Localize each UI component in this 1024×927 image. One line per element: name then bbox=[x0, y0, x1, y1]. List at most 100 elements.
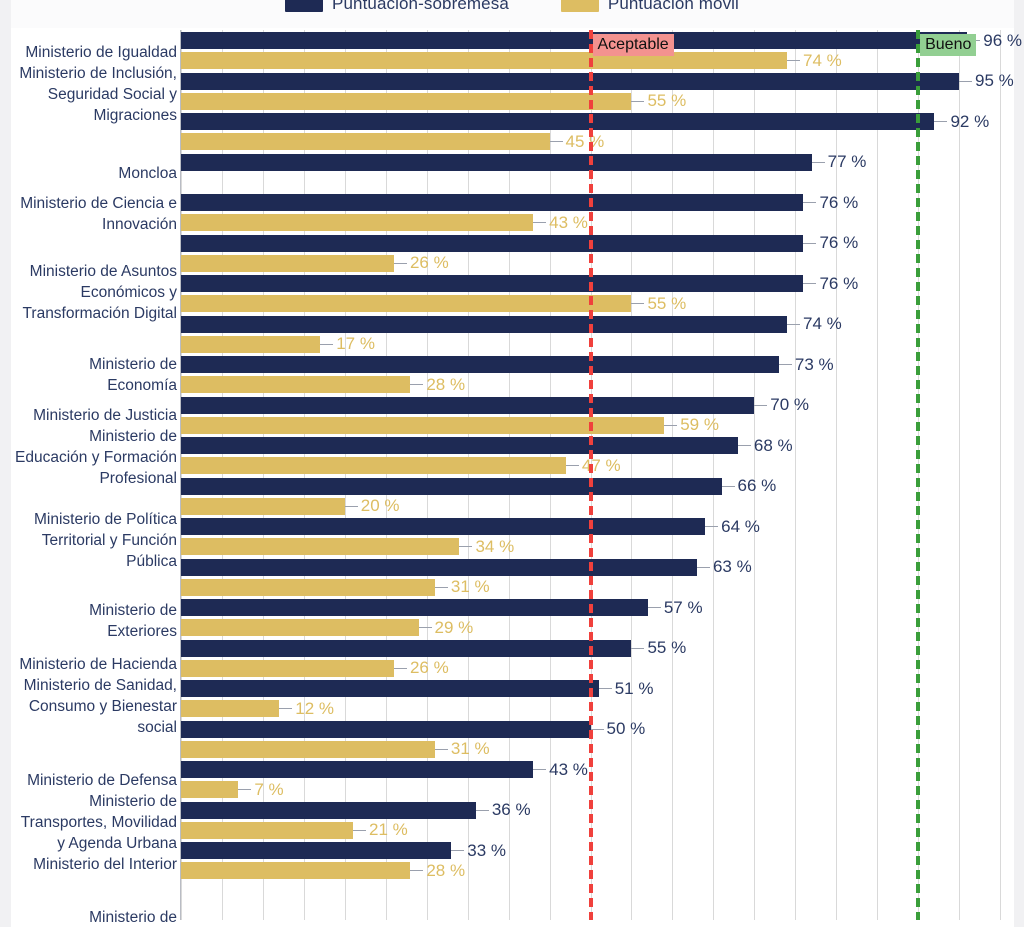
bar-mobile[interactable] bbox=[181, 497, 345, 515]
bar-desktop[interactable] bbox=[181, 720, 591, 738]
bar-mobile[interactable] bbox=[181, 538, 460, 555]
value-label-mobile: 55 % bbox=[631, 91, 687, 110]
category-label-line: Ministerio de Ciencia e bbox=[20, 195, 177, 212]
bar-desktop[interactable] bbox=[181, 842, 452, 859]
category-label-line: y Agenda Urbana bbox=[57, 835, 177, 852]
leader-line bbox=[811, 161, 825, 163]
leader-line bbox=[647, 607, 661, 608]
threshold-dashes bbox=[588, 30, 593, 920]
bar-desktop[interactable] bbox=[181, 761, 534, 778]
category-label-line: Ministerio de bbox=[89, 793, 177, 810]
value-text: 74 % bbox=[803, 314, 842, 333]
category-label-line: Ministerio de Asuntos bbox=[29, 263, 177, 280]
bar-mobile[interactable] bbox=[181, 740, 435, 758]
category-label-line: social bbox=[137, 719, 177, 736]
bar-desktop[interactable] bbox=[181, 113, 935, 130]
page-edge-left bbox=[0, 0, 11, 927]
bar-desktop[interactable] bbox=[181, 356, 779, 373]
bar-mobile[interactable] bbox=[181, 862, 411, 879]
bar-desktop[interactable] bbox=[181, 599, 648, 616]
value-text: 7 % bbox=[254, 779, 284, 799]
bar-desktop[interactable] bbox=[181, 477, 722, 495]
value-label-desktop: 63 % bbox=[696, 557, 752, 576]
category-label-line: Territorial y Función bbox=[41, 532, 177, 549]
legend-item-desktop[interactable]: Puntuación-sobremesa bbox=[285, 0, 509, 14]
leader-line bbox=[803, 242, 817, 244]
bar-mobile[interactable] bbox=[181, 700, 280, 717]
leader-line bbox=[696, 566, 710, 568]
value-text: 31 % bbox=[450, 739, 490, 758]
gridline bbox=[221, 30, 223, 920]
value-text: 57 % bbox=[663, 597, 703, 617]
category-label-line: Ministerio de Sanidad, bbox=[23, 677, 177, 694]
bar-mobile[interactable] bbox=[181, 254, 394, 272]
bar-mobile[interactable] bbox=[181, 416, 665, 434]
value-label-mobile: 20 % bbox=[344, 496, 400, 515]
bar-desktop[interactable] bbox=[181, 72, 960, 90]
bar-mobile[interactable] bbox=[181, 376, 411, 393]
bar-desktop[interactable] bbox=[181, 680, 599, 697]
value-text: 63 % bbox=[712, 557, 752, 576]
category-label-line: Seguridad Social y bbox=[47, 86, 177, 103]
category-label-line: Económicos y bbox=[80, 284, 177, 301]
category-label: Ministerio de Educación y Formación Profes… bbox=[0, 426, 177, 489]
bar-desktop[interactable] bbox=[181, 275, 804, 292]
bar-desktop[interactable] bbox=[181, 194, 804, 211]
bar-mobile[interactable] bbox=[181, 133, 550, 150]
gridline bbox=[959, 30, 961, 920]
leader-line bbox=[787, 323, 801, 325]
value-text: 28 % bbox=[426, 374, 466, 394]
gridline bbox=[262, 30, 264, 920]
value-label-mobile: 47 % bbox=[565, 456, 621, 475]
bar-desktop[interactable] bbox=[181, 315, 788, 333]
bar-mobile[interactable] bbox=[181, 821, 353, 839]
category-axis-labels: Ministerio de Igualdad Ministerio de Incl… bbox=[0, 30, 177, 926]
bar-mobile[interactable] bbox=[181, 457, 566, 474]
value-label-desktop: 50 % bbox=[590, 719, 645, 738]
bar-mobile[interactable] bbox=[181, 214, 534, 231]
value-label-desktop: 51 % bbox=[598, 679, 653, 698]
leader-line bbox=[410, 870, 424, 871]
gridline bbox=[836, 30, 838, 920]
category-label-line: Transformación Digital bbox=[22, 305, 177, 322]
category-label-line: Ministerio de Igualdad bbox=[25, 44, 177, 61]
bar-mobile[interactable] bbox=[181, 619, 419, 636]
leader-line bbox=[418, 627, 432, 628]
legend-item-mobile[interactable]: Puntuación móvil bbox=[560, 0, 739, 14]
bar-mobile[interactable] bbox=[181, 92, 632, 110]
value-label-desktop: 43 % bbox=[533, 760, 588, 779]
bar-mobile[interactable] bbox=[181, 659, 394, 677]
category-label-line: Ministerio de bbox=[89, 356, 177, 373]
bar-mobile[interactable] bbox=[181, 781, 239, 798]
value-text: 33 % bbox=[467, 840, 507, 860]
value-text: 20 % bbox=[360, 496, 400, 515]
value-text: 31 % bbox=[450, 577, 490, 596]
bar-desktop[interactable] bbox=[181, 558, 697, 576]
bar-desktop[interactable] bbox=[181, 32, 968, 49]
bar-desktop[interactable] bbox=[181, 639, 632, 657]
value-text: 45 % bbox=[565, 131, 605, 151]
category-label-line: Transportes, Movilidad bbox=[20, 814, 177, 831]
bar-desktop[interactable] bbox=[181, 396, 755, 414]
bar-desktop[interactable] bbox=[181, 437, 738, 454]
value-text: 55 % bbox=[647, 91, 687, 110]
leader-line bbox=[549, 141, 563, 142]
bar-desktop[interactable] bbox=[181, 518, 706, 535]
bar-mobile[interactable] bbox=[181, 52, 788, 69]
bar-mobile[interactable] bbox=[181, 335, 321, 353]
value-text: 17 % bbox=[336, 334, 375, 353]
legend-swatch-desktop bbox=[285, 0, 324, 12]
bar-mobile[interactable] bbox=[181, 295, 632, 312]
bar-desktop[interactable] bbox=[181, 153, 812, 171]
bar-mobile[interactable] bbox=[181, 578, 435, 596]
category-label-line: Profesional bbox=[99, 470, 177, 487]
value-label-mobile: 43 % bbox=[533, 213, 588, 232]
bar-desktop[interactable] bbox=[181, 234, 804, 252]
bar-desktop[interactable] bbox=[181, 801, 476, 819]
category-label: Ministerio de Hacienda bbox=[0, 654, 177, 675]
value-text: 12 % bbox=[295, 698, 335, 718]
value-label-mobile: 55 % bbox=[631, 294, 686, 313]
legend-label-desktop: Puntuación-sobremesa bbox=[332, 0, 509, 13]
value-label-mobile: 59 % bbox=[664, 415, 719, 434]
value-text: 21 % bbox=[368, 820, 408, 839]
